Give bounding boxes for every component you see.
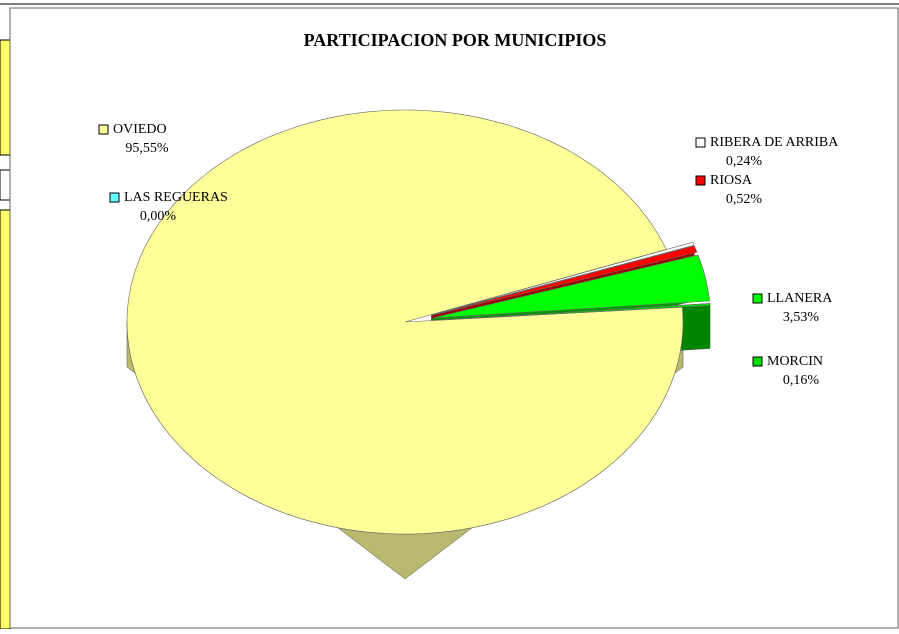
data-label-value: 0,16%	[783, 373, 820, 388]
legend-swatch	[752, 293, 763, 304]
slice	[432, 254, 710, 319]
slice	[431, 245, 698, 316]
slice	[431, 241, 695, 316]
data-label-value: 0,00%	[140, 209, 177, 224]
legend-swatch	[109, 192, 120, 203]
legend-swatch	[695, 137, 706, 148]
data-label-value: 0,52%	[726, 192, 763, 207]
data-label-name: RIOSA	[710, 173, 753, 188]
data-label-value: 3,53%	[783, 310, 820, 325]
slice	[126, 109, 684, 535]
data-label-name: OVIEDO	[113, 122, 167, 137]
legend-swatch	[98, 124, 109, 135]
data-label-value: 0,24%	[726, 154, 763, 169]
cell	[0, 209, 11, 630]
data-label-value: 95,55%	[125, 141, 169, 156]
slice	[432, 303, 711, 321]
chart-title: PARTICIPACION POR MUNICIPIOS	[304, 30, 607, 50]
data-label-name: LLANERA	[767, 291, 833, 306]
cell	[0, 39, 11, 156]
data-label-name: RIBERA DE ARRIBA	[710, 135, 839, 150]
legend-swatch	[695, 175, 706, 186]
data-label-name: LAS REGUERAS	[124, 190, 228, 205]
legend-swatch	[752, 356, 763, 367]
cell	[0, 169, 11, 201]
data-label-name: MORCIN	[767, 354, 823, 369]
